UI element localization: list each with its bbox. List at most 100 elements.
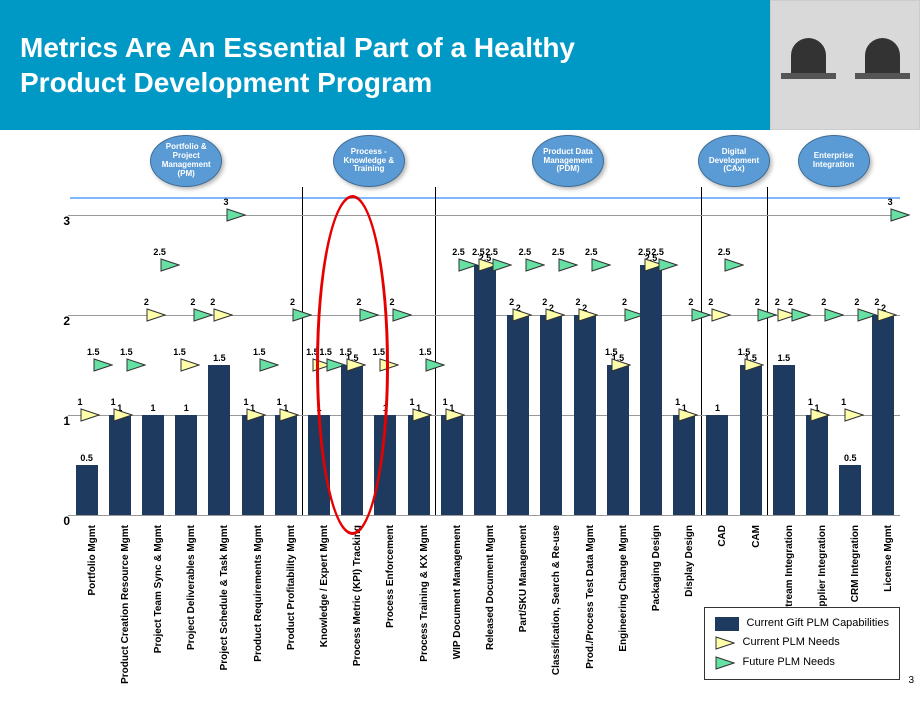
x-label: Product Profitability Mgmt xyxy=(286,525,297,650)
bar-slot: 222.5 xyxy=(535,215,568,515)
label-slot: Portfolio Mgmt xyxy=(70,517,103,717)
bar-value-label: 1 xyxy=(176,403,196,413)
x-label: Process Enforcement xyxy=(385,525,396,628)
current-need-label: 1.5 xyxy=(734,347,754,357)
capability-bar xyxy=(773,365,795,515)
future-need-label: 3 xyxy=(880,197,900,207)
future-need-label: 2 xyxy=(681,297,701,307)
capability-bar xyxy=(208,365,230,515)
bar-slot: 223 xyxy=(867,215,900,515)
label-slot: Product Profitability Mgmt xyxy=(269,517,302,717)
bar-slot: 112 xyxy=(269,215,302,515)
y-tick: 0 xyxy=(63,514,70,528)
label-slot: Process Enforcement xyxy=(369,517,402,717)
current-need-label: 1 xyxy=(402,397,422,407)
header-photo-rowers xyxy=(770,0,920,130)
current-need-marker xyxy=(146,308,166,322)
x-label: License Mgmt xyxy=(883,525,894,592)
legend-label-current: Current PLM Needs xyxy=(743,633,840,653)
bar-slot: 11.52 xyxy=(170,215,203,515)
current-need-marker xyxy=(213,308,233,322)
bar-slot: 111.5 xyxy=(103,215,136,515)
x-label: Released Document Mgmt xyxy=(485,525,496,650)
bar-slot: 1.522 xyxy=(767,215,800,515)
x-label: Portfolio Mgmt xyxy=(87,525,98,596)
current-need-marker xyxy=(678,408,698,422)
x-label: Classification, Search & Re-use xyxy=(551,525,562,675)
capability-bar xyxy=(142,415,164,515)
legend-label-future: Future PLM Needs xyxy=(743,653,835,673)
bar-slot: 112.5 xyxy=(435,215,468,515)
bar-slot: 122.5 xyxy=(136,215,169,515)
slide-title: Metrics Are An Essential Part of a Healt… xyxy=(20,30,575,100)
capability-bar xyxy=(275,415,297,515)
bar-slot: 0.512 xyxy=(834,215,867,515)
label-slot: Project Schedule & Task Mgmt xyxy=(203,517,236,717)
x-label: Supplier Integration xyxy=(817,525,828,619)
page-number: 3 xyxy=(908,675,914,686)
bar-slot: 122.5 xyxy=(701,215,734,515)
label-slot: Part/SKU Management xyxy=(502,517,535,717)
label-slot: Project Team Sync & Mgmt xyxy=(136,517,169,717)
bar-value-label: 1 xyxy=(707,403,727,413)
capability-bar xyxy=(607,365,629,515)
y-axis: 0123 xyxy=(40,215,70,515)
current-need-label: 2 xyxy=(535,297,555,307)
current-need-label: 1 xyxy=(70,397,90,407)
x-label: CRM Integration xyxy=(850,525,861,602)
x-label: Product Creation Resource Mgmt xyxy=(120,525,131,684)
y-tick: 2 xyxy=(63,314,70,328)
label-slot: WIP Document Management xyxy=(435,517,468,717)
bar-slot: 112 xyxy=(668,215,701,515)
current-need-label: 1 xyxy=(103,397,123,407)
capability-bar xyxy=(806,415,828,515)
current-need-marker xyxy=(877,308,897,322)
bar-slot: 1.523 xyxy=(203,215,236,515)
current-need-marker xyxy=(246,408,266,422)
legend-label-bar: Current Gift PLM Capabilities xyxy=(747,614,889,634)
x-label: Display Design xyxy=(684,525,695,597)
current-need-marker xyxy=(412,408,432,422)
title-line2: Product Development Program xyxy=(20,67,432,98)
legend-row-bar: Current Gift PLM Capabilities xyxy=(715,614,889,634)
group-bubble: Digital Development (CAx) xyxy=(698,135,770,187)
gridline xyxy=(68,515,900,516)
title-line1: Metrics Are An Essential Part of a Healt… xyxy=(20,32,575,63)
x-label: Product Requirements Mgmt xyxy=(253,525,264,662)
x-label: Knowledge / Expert Mgmt xyxy=(319,525,330,647)
bar-slot: 1.51.52 xyxy=(601,215,634,515)
bar-slot: 112 xyxy=(800,215,833,515)
slide-header: Metrics Are An Essential Part of a Healt… xyxy=(0,0,770,130)
label-slot: Process Metric (KPI) Tracking xyxy=(336,517,369,717)
bar-slot: 2.52.52.5 xyxy=(468,215,501,515)
future-need-label: 2 xyxy=(747,297,767,307)
bar-slot: 1.51.52 xyxy=(734,215,767,515)
future-need-label: 3 xyxy=(216,197,236,207)
current-need-marker xyxy=(844,408,864,422)
current-need-label: 2 xyxy=(502,297,522,307)
group-bubble: Portfolio & Project Management (PM) xyxy=(150,135,222,187)
future-need-label: 2 xyxy=(282,297,302,307)
current-need-label: 1 xyxy=(800,397,820,407)
future-need-label: 2.5 xyxy=(150,247,170,257)
bar-value-label: 1 xyxy=(143,403,163,413)
bar-value-label: 1.5 xyxy=(209,353,229,363)
group-bubble: Enterprise Integration xyxy=(798,135,870,187)
current-need-label: 2 xyxy=(203,297,223,307)
bar-slot: 111.5 xyxy=(236,215,269,515)
capability-bar xyxy=(706,415,728,515)
capability-bar xyxy=(109,415,131,515)
chart-area: Portfolio & Project Management (PM) Proce… xyxy=(0,135,920,690)
capability-bar xyxy=(574,315,596,515)
current-need-label: 2 xyxy=(867,297,887,307)
future-need-label: 1.5 xyxy=(83,347,103,357)
legend-swatch-current xyxy=(715,636,735,650)
capability-bar xyxy=(740,365,762,515)
future-need-label: 2 xyxy=(814,297,834,307)
current-need-label: 2 xyxy=(568,297,588,307)
bar-slot: 2.52.52.5 xyxy=(634,215,667,515)
label-slot: Process Training & KX Mgmt xyxy=(402,517,435,717)
highlight-ellipse xyxy=(316,195,389,535)
current-need-marker xyxy=(279,408,299,422)
capability-bar xyxy=(507,315,529,515)
